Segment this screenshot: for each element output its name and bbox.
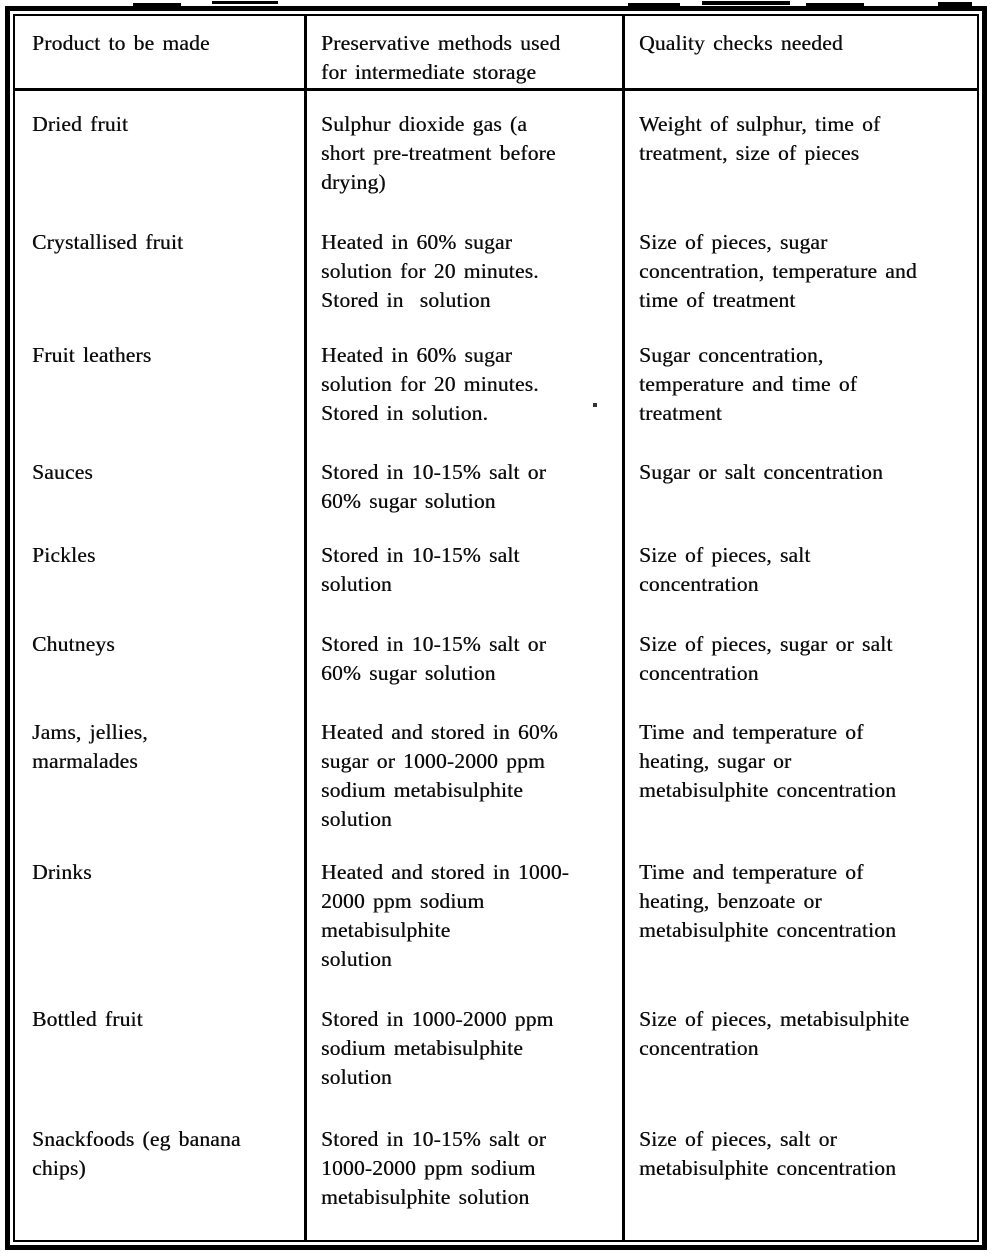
cell-product: Drinks [15, 839, 307, 986]
scan-artifact-dash [938, 2, 972, 6]
table-row-drinks: Drinks Heated and stored in 1000- 2000 p… [15, 839, 977, 986]
table-row-pickles: Pickles Stored in 10-15% salt solution S… [15, 522, 977, 611]
column-header-method: Preservative methods used for intermedia… [307, 16, 625, 88]
cell-product: Chutneys [15, 611, 307, 699]
cell-checks: Sugar or salt concentration [639, 460, 883, 484]
table-body: Dried fruit Sulphur dioxide gas (a short… [15, 91, 977, 1240]
table-row-bottled-fruit: Bottled fruit Stored in 1000-2000 ppm so… [15, 986, 977, 1106]
preservation-table: Product to be made Preservative methods … [13, 14, 979, 1242]
scan-artifact-dash [212, 1, 278, 4]
column-header-checks: Quality checks needed [639, 31, 843, 55]
cell-method: Heated and stored in 1000- 2000 ppm sodi… [307, 839, 625, 986]
cell-product: Crystallised fruit [15, 209, 307, 322]
cell-checks: Size of pieces, salt concentration [639, 543, 811, 596]
column-header-product: Product to be made [15, 16, 307, 88]
table-row-chutneys: Chutneys Stored in 10-15% salt or 60% su… [15, 611, 977, 699]
cell-product: Sauces [15, 439, 307, 522]
table-header-row: Product to be made Preservative methods … [15, 16, 977, 91]
cell-method: Sulphur dioxide gas (a short pre-treatme… [307, 91, 625, 209]
cell-method: Stored in 1000-2000 ppm sodium metabisul… [307, 986, 625, 1106]
cell-checks: Size of pieces, salt or metabisulphite c… [639, 1127, 897, 1180]
cell-product: Fruit leathers [15, 322, 307, 439]
cell-method: Heated in 60% sugar solution for 20 minu… [307, 209, 625, 322]
cell-checks: Size of pieces, metabisulphite concentra… [639, 1007, 910, 1060]
table-row-crystallised-fruit: Crystallised fruit Heated in 60% sugar s… [15, 209, 977, 322]
cell-checks: Size of pieces, sugar concentration, tem… [639, 230, 917, 312]
cell-checks: Time and temperature of heating, benzoat… [639, 860, 897, 942]
cell-method: Heated in 60% sugar solution for 20 minu… [307, 322, 625, 439]
cell-product: Dried fruit [15, 91, 307, 209]
scan-artifact-dash [628, 3, 680, 6]
table-row-jams-jellies-marmalades: Jams, jellies, marmalades Heated and sto… [15, 699, 977, 839]
cell-method: Stored in 10-15% salt or 60% sugar solut… [307, 611, 625, 699]
table-row-fruit-leathers: Fruit leathers Heated in 60% sugar solut… [15, 322, 977, 439]
cell-method: Stored in 10-15% salt or 1000-2000 ppm s… [307, 1106, 625, 1240]
cell-method: Stored in 10-15% salt solution [307, 522, 625, 611]
scan-artifact-dot [593, 403, 597, 407]
scan-artifact-dash [806, 3, 864, 6]
table-row-sauces: Sauces Stored in 10-15% salt or 60% suga… [15, 439, 977, 522]
cell-checks: Time and temperature of heating, sugar o… [639, 720, 897, 802]
cell-checks: Size of pieces, sugar or salt concentrat… [639, 632, 893, 685]
cell-product: Pickles [15, 522, 307, 611]
cell-checks: Sugar concentration, temperature and tim… [639, 343, 858, 425]
cell-checks: Weight of sulphur, time of treatment, si… [639, 112, 881, 165]
cell-product: Jams, jellies, marmalades [15, 699, 307, 839]
scan-artifact-dash [702, 1, 790, 5]
cell-method: Heated and stored in 60% sugar or 1000-2… [307, 699, 625, 839]
scan-artifact-dash [133, 3, 181, 6]
table-row-snackfoods: Snackfoods (eg banana chips) Stored in 1… [15, 1106, 977, 1240]
table-row-dried-fruit: Dried fruit Sulphur dioxide gas (a short… [15, 91, 977, 209]
cell-product: Snackfoods (eg banana chips) [15, 1106, 307, 1240]
cell-product: Bottled fruit [15, 986, 307, 1106]
cell-method: Stored in 10-15% salt or 60% sugar solut… [307, 439, 625, 522]
table-outer-border: Product to be made Preservative methods … [5, 6, 987, 1250]
